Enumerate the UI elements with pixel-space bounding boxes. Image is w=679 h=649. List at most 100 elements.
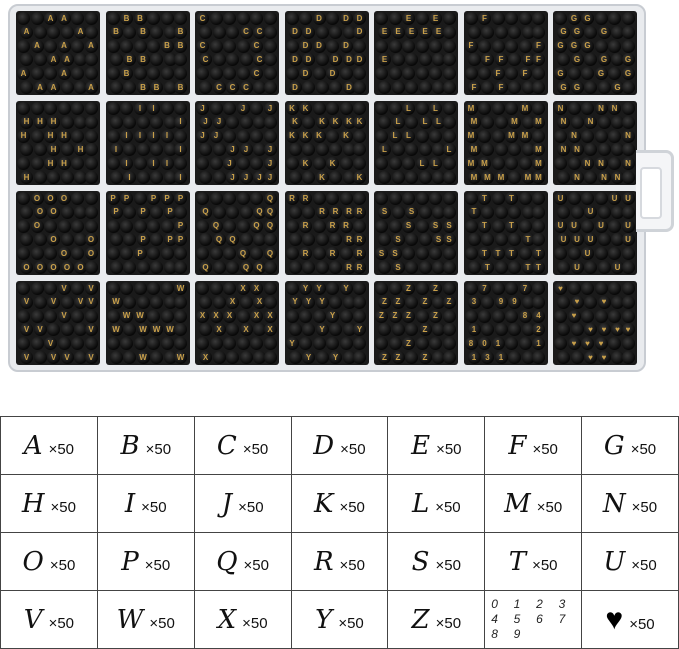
bead [378,81,391,94]
bead [402,192,415,205]
bead [199,233,212,247]
bead [133,192,147,205]
quantity: ×50 [631,498,658,516]
bead [521,205,535,219]
bead: G [581,39,594,53]
bead [432,351,445,364]
bead: U [608,192,621,205]
bead: Q [263,205,277,219]
letter-label: K [314,488,334,519]
bead [196,157,209,171]
bead [315,81,329,94]
bead [597,143,611,157]
bead: M [464,102,478,115]
bead [285,12,299,25]
bead: ♥ [581,337,594,351]
bead: E [378,25,391,39]
bead: D [339,39,353,53]
bead: N [621,129,635,143]
bead [74,323,87,337]
bead [136,295,150,309]
bead [442,192,456,205]
bead: 2 [532,323,545,337]
letter-label: D [313,430,335,461]
bead [442,67,456,81]
bead: H [44,129,57,143]
bead [494,143,508,157]
table-cell: H ×50 [0,474,98,533]
bead [120,337,133,351]
bead [415,102,429,115]
bead: S [375,247,388,261]
bead [123,295,136,309]
bead: V [33,323,47,337]
bead [378,171,391,184]
bead [60,143,74,157]
bead [584,171,597,184]
quantity: ×50 [141,498,167,516]
bead [505,102,518,115]
bead [418,233,432,247]
table-cell: Y ×50 [290,590,389,649]
bead: N [611,171,624,184]
bead [429,247,442,261]
bead [147,309,160,323]
bead [263,129,277,143]
bead: Z [429,309,442,323]
heart-icon: ♥ [605,602,624,636]
bead [405,261,418,274]
bead: P [163,233,177,247]
bead [288,143,302,157]
bead [581,309,594,323]
bead [378,323,391,337]
bead [302,171,315,184]
digit: 9 [513,627,521,641]
bead [339,247,353,261]
bead [199,295,212,309]
bead: T [521,261,535,274]
table-cell: Z ×50 [387,590,486,649]
bead [136,261,150,274]
bead: K [315,115,329,129]
letter-label: E [411,430,431,461]
bead: L [388,129,402,143]
bead [209,102,223,115]
bead: A [60,53,74,67]
bead: J [223,157,236,171]
bead [74,233,87,247]
bead: U [570,261,584,274]
bead [505,12,518,25]
bead: C [199,53,212,67]
bead: S [432,233,445,247]
bead [17,192,30,205]
bead [581,282,594,295]
bead: T [505,192,518,205]
bead [481,323,494,337]
bead [557,205,570,219]
bead [60,295,74,309]
bead [442,205,456,219]
bead: X [263,309,277,323]
bead: H [57,157,71,171]
bead [196,247,209,261]
bead: N [554,102,567,115]
bead [250,247,263,261]
bead [557,261,570,274]
bead [532,233,545,247]
bead [74,53,87,67]
bead: Q [212,233,226,247]
bead [174,205,187,219]
bead [17,282,30,295]
bead [353,351,366,364]
bead: U [581,247,594,261]
bead: V [60,351,74,364]
bead: L [378,143,391,157]
bead [442,102,456,115]
bead: Y [353,323,366,337]
bead [505,157,518,171]
bead [263,337,277,351]
bead [174,295,187,309]
bead [199,81,212,94]
